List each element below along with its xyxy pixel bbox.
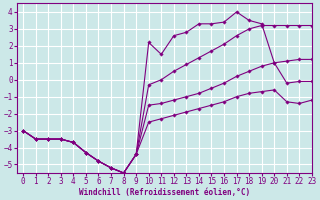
X-axis label: Windchill (Refroidissement éolien,°C): Windchill (Refroidissement éolien,°C)	[79, 188, 250, 197]
